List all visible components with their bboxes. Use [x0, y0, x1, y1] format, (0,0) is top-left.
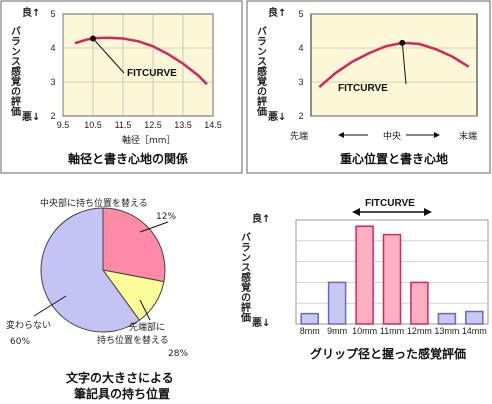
x-direction-arrows	[338, 132, 440, 138]
bar	[300, 312, 319, 325]
x-tick-label: 14mm	[462, 326, 487, 336]
y-label-good: 良↑	[22, 6, 40, 19]
y-label-good: 良↑	[268, 6, 286, 19]
y-label-good: 良↑	[252, 212, 270, 225]
y-tick-label: 3	[298, 77, 303, 87]
x-tick-label: 11mm	[380, 326, 404, 336]
pie-label-tip-line1: 先端部に	[129, 321, 165, 333]
plot-area	[62, 13, 214, 117]
pie-slice	[40, 207, 141, 333]
y-tick-label: 3	[50, 77, 55, 87]
series-line	[318, 41, 470, 89]
pie-label-tip-line3: 28%	[168, 349, 188, 359]
x-tick-label: 10.5	[84, 120, 102, 130]
y-tick-label: 5	[298, 9, 303, 19]
y-label-bad: 悪↓	[252, 317, 270, 329]
y-label-bad: 悪↓	[268, 111, 286, 123]
x-axis-label: 軸径［mm］	[122, 134, 176, 146]
pie-label-same-line1: 変わらない	[6, 319, 51, 331]
bar	[382, 233, 402, 325]
pie-label-center-line2: 12%	[156, 212, 176, 222]
bar	[327, 281, 347, 325]
y-tick-label: 2	[298, 111, 303, 121]
chart-grip-position-pie: 中央部に持ち位置を替える 12% 先端部に 持ち位置を替える 28% 変わらない…	[6, 197, 188, 401]
x-tick-label: 13mm	[434, 326, 459, 336]
plot-area	[310, 13, 478, 117]
y-tick-label: 4	[50, 43, 55, 53]
y-tick-label: 5	[50, 9, 55, 19]
bar	[355, 225, 374, 325]
chart-center-of-gravity: 2 3 4 5 先端 中央 末端 FITCURVE 良↑ バランス感覚の評価 悪↓ 重心位…	[246, 0, 491, 174]
x-tick-label: 12mm	[407, 326, 432, 336]
pie-label-same-line2: 60%	[10, 337, 30, 347]
y-label-bad: 悪↓	[22, 111, 40, 123]
fitcurve-range-arrow	[352, 208, 432, 216]
y-axis-label: バランス感覚の評価	[9, 26, 22, 117]
chart-diameter: 2 3 4 5 9.5 10.5 11.5 12.5 13.5 14.5 FITCURVE 良↑…	[0, 0, 243, 174]
pie-leader-same	[33, 295, 67, 317]
x-tick-label: 先端	[290, 130, 308, 142]
y-axis-label: バランス感覚の評価	[255, 26, 268, 117]
fitcurve-leader	[92, 38, 125, 74]
fitcurve-leader	[401, 42, 407, 85]
x-tick-label: 12.5	[144, 120, 162, 130]
x-tick-label: 9mm	[327, 326, 347, 336]
pie-slice	[102, 207, 166, 283]
fitcurve-label: FITCURVE	[338, 83, 388, 94]
pie-label-tip-line2: 持ち位置を替える	[97, 334, 169, 346]
pie-title-line2: 筆記具の持ち位置	[74, 386, 170, 401]
y-tick-label: 2	[50, 111, 55, 121]
x-tick-label: 9.5	[57, 120, 70, 130]
fitcurve-label: FITCURVE	[365, 198, 415, 209]
y-tick-label: 4	[298, 43, 303, 53]
chart-title: グリップ径と握った感覚評価	[310, 346, 466, 361]
pie-label-center-line1: 中央部に持ち位置を替える	[40, 197, 148, 209]
x-tick-label: 14.5	[204, 120, 222, 130]
x-tick-label: 中央	[383, 130, 401, 142]
bar	[437, 312, 457, 325]
bar	[410, 281, 429, 325]
fitcurve-label: FITCURVE	[127, 68, 177, 79]
x-tick-label: 10mm	[352, 326, 377, 336]
pie-leader-center	[139, 221, 169, 233]
pie-title-line1: 文字の大きさによる	[66, 370, 174, 385]
chart-grip-diameter-bar: 8mm 9mm 10mm 11mm 12mm 13mm 14mm FITCURVE 良↑ バ…	[239, 198, 489, 361]
x-tick-label: 11.5	[115, 120, 132, 130]
pie-leader-tip	[139, 299, 151, 321]
y-axis-label: バランス感覚の評価	[239, 232, 252, 323]
chart-title: 重心位置と書き心地	[340, 151, 448, 166]
x-tick-label: 8mm	[300, 326, 320, 336]
bar	[465, 310, 484, 325]
x-tick-label: 13.5	[174, 120, 192, 130]
x-tick-label: 末端	[459, 130, 477, 142]
chart-title: 軸径と書き心地の関係	[68, 151, 188, 166]
